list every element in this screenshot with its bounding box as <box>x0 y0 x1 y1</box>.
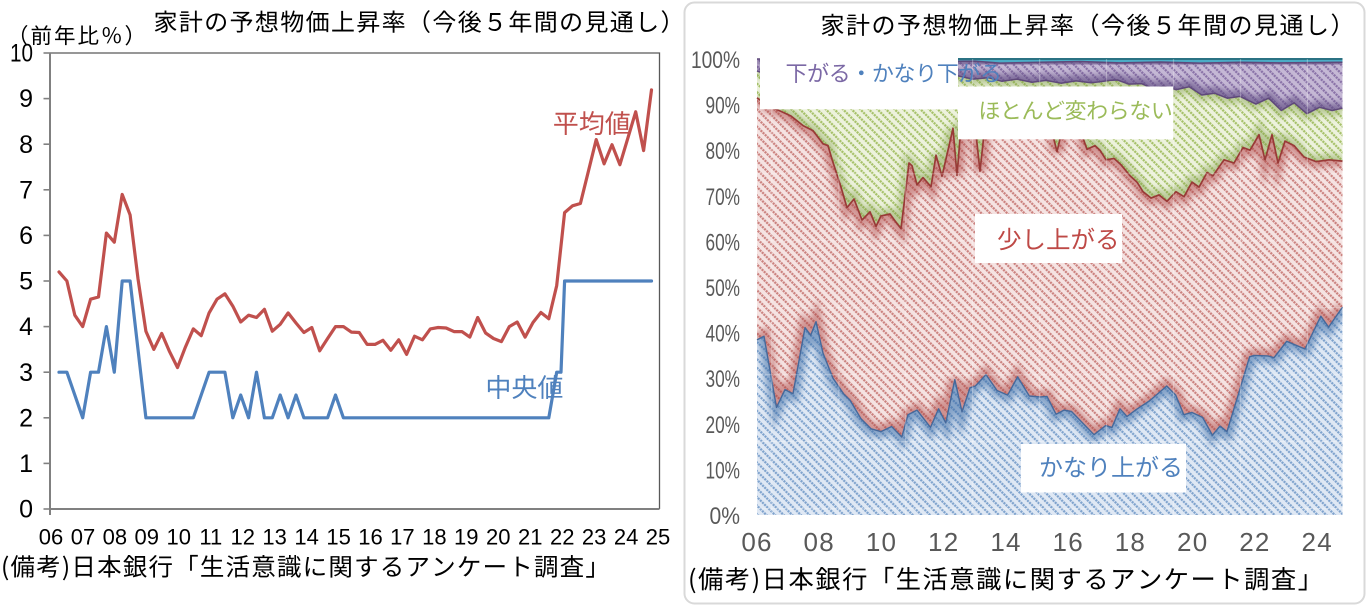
svg-text:8: 8 <box>19 131 33 159</box>
svg-text:12: 12 <box>230 525 254 550</box>
svg-text:6: 6 <box>19 222 33 250</box>
svg-text:11: 11 <box>199 525 222 550</box>
svg-text:80%: 80% <box>706 138 741 165</box>
svg-text:10: 10 <box>10 40 33 68</box>
svg-text:100%: 100% <box>691 47 740 74</box>
svg-text:08: 08 <box>103 525 127 550</box>
svg-text:20: 20 <box>1177 527 1208 557</box>
svg-text:0%: 0% <box>710 503 741 530</box>
svg-text:10%: 10% <box>706 457 741 484</box>
svg-text:2: 2 <box>19 404 33 432</box>
svg-text:15: 15 <box>326 525 350 550</box>
svg-text:08: 08 <box>804 527 835 557</box>
svg-text:3: 3 <box>19 359 33 387</box>
svg-text:0: 0 <box>19 496 33 524</box>
svg-text:20: 20 <box>486 525 510 550</box>
svg-text:22: 22 <box>1239 527 1270 557</box>
svg-text:90%: 90% <box>706 93 741 120</box>
svg-text:06: 06 <box>741 527 772 557</box>
svg-text:16: 16 <box>1053 527 1084 557</box>
svg-text:06: 06 <box>39 525 63 550</box>
svg-text:17: 17 <box>390 525 414 550</box>
svg-text:7: 7 <box>19 176 33 204</box>
svg-text:23: 23 <box>582 525 606 550</box>
svg-text:24: 24 <box>614 525 638 550</box>
svg-text:14: 14 <box>294 525 318 550</box>
svg-text:13: 13 <box>262 525 286 550</box>
svg-text:10: 10 <box>167 525 191 550</box>
svg-text:22: 22 <box>550 525 574 550</box>
svg-text:60%: 60% <box>706 229 741 256</box>
svg-text:20%: 20% <box>706 412 741 439</box>
svg-text:24: 24 <box>1302 527 1333 557</box>
svg-text:70%: 70% <box>706 184 741 211</box>
svg-text:18: 18 <box>1115 527 1146 557</box>
svg-text:1: 1 <box>19 450 33 478</box>
svg-text:14: 14 <box>990 527 1021 557</box>
svg-text:09: 09 <box>135 525 159 550</box>
svg-text:40%: 40% <box>706 321 741 348</box>
svg-text:25: 25 <box>646 525 670 550</box>
svg-text:16: 16 <box>358 525 382 550</box>
svg-text:12: 12 <box>928 527 959 557</box>
svg-text:07: 07 <box>71 525 95 550</box>
svg-text:50%: 50% <box>706 275 741 302</box>
svg-text:4: 4 <box>19 313 33 341</box>
svg-text:10: 10 <box>866 527 897 557</box>
svg-text:5: 5 <box>19 268 33 296</box>
svg-text:21: 21 <box>518 525 542 550</box>
svg-text:9: 9 <box>19 85 33 113</box>
svg-text:18: 18 <box>422 525 446 550</box>
svg-text:30%: 30% <box>706 366 741 393</box>
svg-text:19: 19 <box>454 525 478 550</box>
